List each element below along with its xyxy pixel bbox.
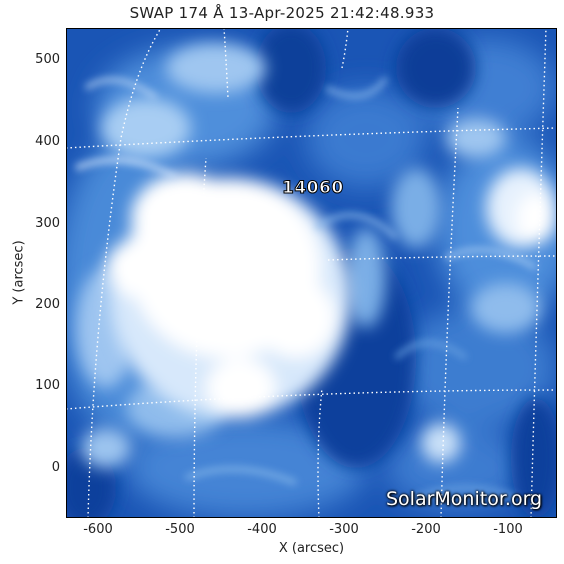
active-region-label: 14060 bbox=[282, 178, 344, 199]
euv-image-svg bbox=[66, 28, 557, 518]
x-tick-label: -600 bbox=[83, 522, 113, 537]
x-tick-label: -400 bbox=[247, 522, 277, 537]
x-tick-label: -300 bbox=[329, 522, 359, 537]
loop-texture bbox=[74, 76, 538, 501]
x-tick-label: -500 bbox=[165, 522, 195, 537]
heliographic-grid bbox=[66, 28, 557, 518]
y-tick-label: 0 bbox=[51, 460, 60, 475]
y-tick-label: 500 bbox=[35, 52, 60, 67]
solar-image bbox=[66, 28, 557, 518]
y-tick-label: 200 bbox=[35, 297, 60, 312]
y-tick-label: 300 bbox=[35, 216, 60, 231]
x-tick-label: -200 bbox=[411, 522, 441, 537]
y-tick-label: 100 bbox=[35, 378, 60, 393]
y-tick-label: 400 bbox=[35, 134, 60, 149]
image-title: SWAP 174 Å 13-Apr-2025 21:42:48.933 bbox=[129, 4, 435, 22]
watermark: SolarMonitor.org bbox=[386, 488, 543, 510]
x-tick-label: -100 bbox=[493, 522, 523, 537]
y-axis-label: Y (arcsec) bbox=[11, 240, 27, 305]
active-region-core bbox=[106, 173, 351, 418]
x-axis-label: X (arcsec) bbox=[278, 541, 345, 556]
